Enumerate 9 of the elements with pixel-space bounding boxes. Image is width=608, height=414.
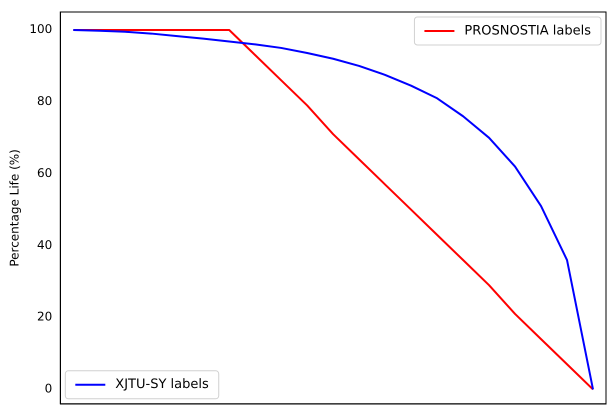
- y-tick-label: 40: [37, 238, 52, 252]
- y-axis-title: Percentage Life (%): [7, 149, 22, 267]
- legend-label: XJTU-SY labels: [115, 377, 209, 392]
- y-tick-label: 100: [29, 22, 52, 36]
- y-tick-label: 60: [37, 166, 52, 180]
- y-tick-label: 80: [37, 94, 52, 108]
- y-tick-label: 0: [44, 382, 52, 396]
- legend-label: PROSNOSTIA labels: [464, 23, 592, 38]
- y-tick-label: 20: [37, 310, 52, 324]
